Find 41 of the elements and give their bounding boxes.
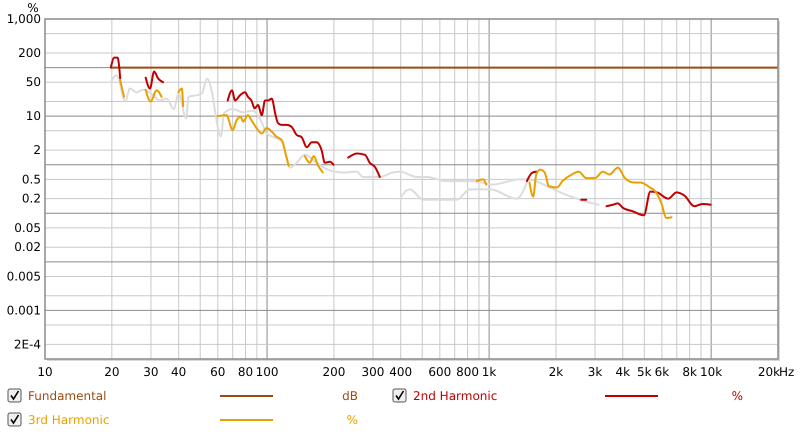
x-tick-label: 200	[322, 365, 346, 379]
x-tick-label: 80	[238, 365, 254, 379]
x-tick-label: 600	[428, 365, 452, 379]
y-tick-label: 0.5	[22, 172, 41, 186]
y-tick-label: 2E-4	[14, 337, 41, 352]
x-tick-label: 1k	[482, 365, 496, 379]
text: 2nd Harmonic	[413, 389, 498, 403]
y-tick-label: 10	[26, 109, 41, 124]
text: dB	[342, 389, 358, 403]
x-tick-label: 400	[389, 365, 412, 379]
x-tick-label: 8k	[682, 365, 697, 379]
x-tick-label: 30	[143, 365, 159, 379]
y-tick-label: 0.02	[14, 240, 41, 254]
text: 3rd Harmonic	[28, 413, 110, 427]
x-tick-label: 100	[256, 365, 279, 379]
x-tick-label: 3k	[588, 365, 602, 379]
x-tick-label: 5k	[637, 365, 652, 379]
y-tick-label: 50	[26, 75, 41, 90]
x-tick-label: 6k	[654, 365, 670, 379]
text: %	[732, 389, 743, 403]
text: %	[346, 413, 358, 427]
y-tick-label: 2	[33, 143, 41, 158]
text: Fundamental	[28, 389, 106, 403]
x-tick-label: 800	[456, 365, 480, 379]
x-tick-label: 20	[104, 365, 120, 379]
x-tick-label: 20k	[758, 365, 780, 379]
y-axis-title: %	[27, 1, 39, 15]
y-tick-label: 200	[18, 46, 41, 60]
y-tick-label: 1,000	[6, 12, 41, 26]
y-tick-label: 0.001	[6, 303, 41, 318]
x-tick-label: 10	[37, 365, 53, 379]
x-tick-label: 40	[171, 365, 186, 379]
x-tick-label: 60	[210, 365, 226, 379]
y-tick-label: 0.005	[6, 269, 41, 284]
x-tick-label: 300	[362, 365, 384, 379]
x-tick-label: 10k	[700, 365, 722, 379]
y-tick-label: 0.05	[14, 220, 41, 235]
y-tick-label: 0.2	[22, 192, 41, 206]
x-tick-label: 2k	[548, 365, 564, 379]
x-axis-title: Hz	[779, 365, 794, 379]
x-tick-label: 4k	[615, 365, 630, 379]
